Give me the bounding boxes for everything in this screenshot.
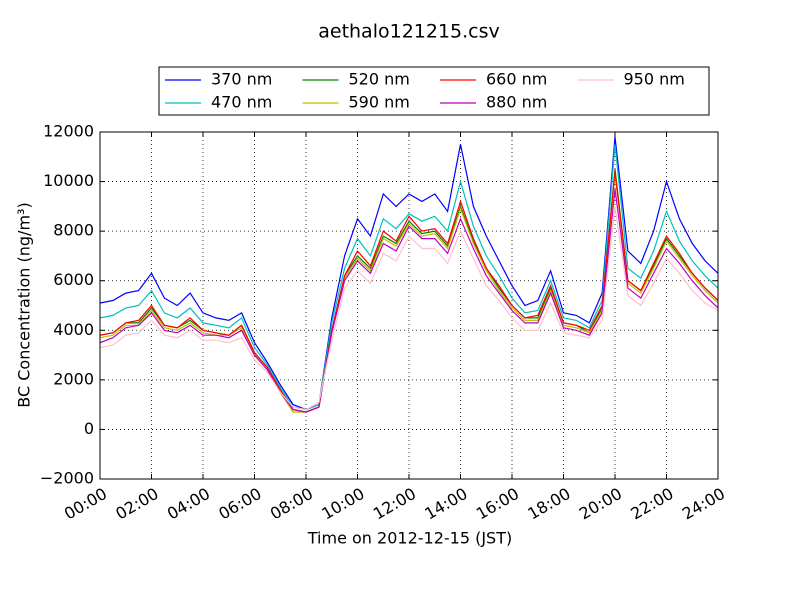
legend-box — [158, 66, 710, 116]
y-tick-label: 12000 — [43, 122, 94, 141]
x-tick-label: 00:00 — [61, 484, 110, 524]
x-axis-label: Time on 2012-12-15 (JST) — [307, 529, 512, 548]
x-tick-label: 10:00 — [318, 484, 367, 524]
series-line — [100, 188, 718, 413]
x-tick-label: 08:00 — [267, 484, 316, 524]
y-tick-label: −2000 — [40, 469, 94, 488]
y-tick-label: 0 — [84, 419, 94, 438]
series-line — [100, 144, 718, 411]
legend-label: 370 nm — [211, 70, 272, 89]
chart-title: aethalo121215.csv — [318, 21, 500, 43]
y-axis-label: BC Concentration (ng/m³) — [15, 202, 34, 407]
y-tick-label: 2000 — [53, 369, 94, 388]
series-line — [100, 169, 718, 413]
legend-label: 660 nm — [486, 70, 547, 89]
plot-frame — [99, 131, 719, 480]
legend-label: 520 nm — [349, 70, 410, 89]
series-line — [100, 171, 718, 413]
x-tick-label: 04:00 — [164, 484, 213, 524]
x-tick-label: 06:00 — [215, 484, 264, 524]
y-tick-label: 6000 — [53, 270, 94, 289]
legend-label: 470 nm — [211, 93, 272, 112]
x-tick-label: 18:00 — [524, 484, 573, 524]
series-line — [100, 136, 718, 411]
x-tick-label: 12:00 — [370, 484, 419, 524]
y-tick-label: 8000 — [53, 221, 94, 240]
legend-label: 950 nm — [624, 70, 685, 89]
x-tick-label: 16:00 — [473, 484, 522, 524]
x-tick-label: 02:00 — [112, 484, 161, 524]
series-line — [100, 206, 718, 411]
legend-label: 590 nm — [349, 93, 410, 112]
y-tick-label: 4000 — [53, 320, 94, 339]
y-tick-label: 10000 — [43, 171, 94, 190]
x-tick-label: 14:00 — [421, 484, 470, 524]
x-tick-label: 24:00 — [679, 484, 728, 524]
x-tick-label: 20:00 — [576, 484, 625, 524]
x-tick-label: 22:00 — [627, 484, 676, 524]
legend-label: 880 nm — [486, 93, 547, 112]
